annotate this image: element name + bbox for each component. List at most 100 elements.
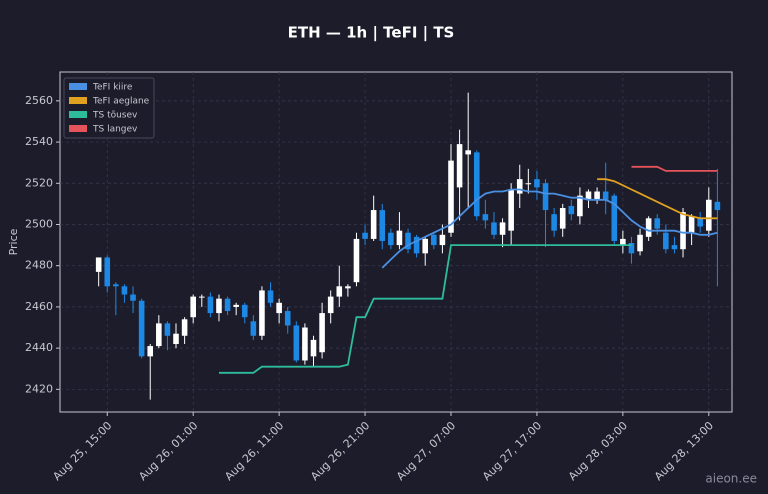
candle-body (267, 290, 274, 303)
candle-body (327, 296, 334, 314)
candle-body (628, 243, 635, 254)
y-tick-label: 2560 (25, 94, 53, 107)
legend-swatch (69, 83, 87, 90)
legend-label: TS tõusev (92, 111, 138, 121)
candle-body (284, 311, 291, 326)
candle-body (534, 179, 540, 188)
candle-body (654, 218, 661, 229)
candle-body (104, 257, 111, 287)
legend-swatch (69, 111, 87, 118)
candle-body (319, 313, 325, 353)
y-tick-label: 2500 (25, 217, 53, 230)
candle-body (697, 218, 703, 227)
candle-body (259, 290, 265, 336)
candle-body (345, 286, 351, 289)
candle-body (431, 234, 437, 246)
candle-body (276, 302, 282, 314)
candle-body (302, 327, 308, 361)
candle-body (190, 296, 196, 318)
candle-body (465, 150, 471, 155)
candle-body (113, 284, 119, 287)
candle-body (525, 183, 532, 185)
candle-body (181, 319, 188, 336)
candle-body (568, 205, 575, 215)
candle-body (473, 152, 480, 217)
candle-body (370, 210, 377, 239)
candle-body (620, 238, 626, 246)
candle-body (198, 296, 205, 298)
candle-body (611, 195, 618, 241)
candle-body (508, 189, 514, 231)
legend-swatch (69, 97, 87, 104)
y-tick-label: 2420 (25, 382, 53, 395)
candle-body (637, 234, 643, 252)
y-tick-label: 2480 (25, 259, 53, 272)
candle-body (207, 296, 214, 314)
candle-body (353, 238, 360, 283)
legend-label: TeFI kiire (92, 83, 133, 93)
candle-body (405, 232, 411, 250)
candle-body (413, 236, 420, 254)
candle-body (645, 218, 652, 237)
y-tick-label: 2540 (25, 135, 53, 148)
candle-body (706, 199, 712, 231)
chart-title: ETH — 1h | TeFI | TS (288, 24, 455, 43)
candle-body (121, 286, 128, 295)
indicator-line (597, 178, 718, 220)
candle-body (362, 232, 368, 239)
y-tick-label: 2520 (25, 176, 53, 189)
candle-body (499, 222, 506, 235)
legend-label: TeFI aeglane (92, 97, 150, 107)
candle-body (310, 339, 317, 357)
legend-label: TS langev (92, 125, 138, 135)
candle-body (577, 195, 583, 217)
candle-body (439, 234, 446, 246)
candle-body (388, 232, 394, 246)
candle-body (138, 300, 145, 357)
watermark: aieon.ee (705, 472, 757, 486)
indicator-line (631, 165, 718, 172)
candle-body (542, 183, 549, 211)
indicator-line (381, 188, 718, 269)
candle-body (95, 257, 102, 272)
candle-body (456, 144, 463, 188)
candle-body (663, 232, 669, 250)
candle-body (585, 191, 592, 200)
indicator-line (219, 244, 632, 374)
candle-body (250, 321, 257, 336)
candle-body (714, 201, 721, 211)
candle-body (130, 294, 136, 301)
candle-body (448, 160, 454, 233)
candle-body (293, 325, 300, 361)
candle-body (336, 286, 343, 297)
candle-body (422, 238, 429, 254)
candle-body (516, 179, 523, 194)
y-tick-label: 2460 (25, 300, 53, 313)
candle-body (491, 222, 497, 235)
candle-body (482, 214, 489, 221)
candle-body (594, 191, 600, 200)
candle-body (147, 346, 154, 357)
candle-body (156, 323, 162, 347)
candle-body (379, 210, 386, 241)
candle-body (164, 323, 171, 336)
candle-body (559, 208, 566, 229)
plot-area (59, 71, 733, 413)
candle-body (173, 333, 179, 344)
y-tick-label: 2440 (25, 341, 53, 354)
candle-body (224, 298, 231, 312)
legend: TeFI kiire TeFI aeglane TS tõusev TS langev (63, 77, 155, 139)
candle-body (241, 304, 248, 318)
candle-body (216, 298, 222, 314)
candle-body (688, 216, 695, 233)
legend-swatch (69, 125, 87, 132)
y-axis-label: Price (7, 228, 20, 255)
legend-box (63, 77, 155, 139)
candle-body (233, 304, 239, 307)
candle-body (680, 212, 686, 250)
candle-body (602, 191, 609, 200)
candle-body (671, 245, 678, 250)
candle-body (396, 230, 403, 246)
